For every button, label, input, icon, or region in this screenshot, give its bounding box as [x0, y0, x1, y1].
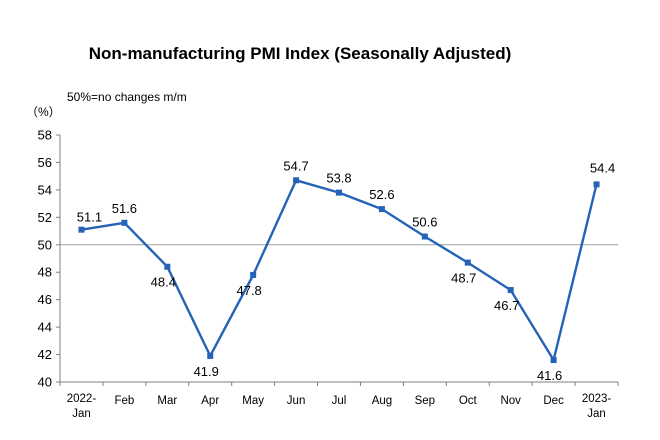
- series-line: [81, 179, 598, 362]
- y-tick-label: 48: [38, 265, 52, 280]
- x-tick-label: Apr: [201, 395, 219, 407]
- chart-title: Non-manufacturing PMI Index (Seasonally …: [88, 44, 512, 63]
- data-point: [293, 177, 300, 184]
- y-tick-label: 50: [38, 237, 52, 252]
- y-tick-label: 46: [38, 292, 52, 307]
- data-label: 54.4: [590, 160, 615, 175]
- data-point: [207, 352, 214, 359]
- reference-note: 50%=no changes m/m: [67, 90, 187, 104]
- data-label: 47.8: [236, 283, 261, 298]
- y-tick-label: 42: [38, 347, 52, 362]
- data-label: 50.6: [412, 215, 437, 230]
- data-point: [507, 287, 514, 294]
- data-label: 41.6: [537, 368, 562, 383]
- data-label: 52.6: [369, 187, 394, 202]
- data-point: [550, 357, 557, 364]
- data-label: 51.6: [112, 201, 137, 216]
- y-tick-label: 40: [38, 375, 52, 390]
- x-tick-label: Oct: [459, 395, 478, 407]
- data-point: [78, 226, 85, 233]
- x-tick-label: Feb: [114, 395, 134, 407]
- data-point: [164, 263, 171, 270]
- x-tick-label: Jun: [287, 395, 306, 407]
- x-tick-label: Sep: [415, 395, 435, 407]
- data-label: 51.1: [77, 210, 102, 225]
- y-tick-label: 44: [38, 320, 52, 335]
- data-label: 46.7: [494, 298, 519, 313]
- x-tick-label: Aug: [372, 395, 392, 407]
- data-point: [336, 189, 342, 196]
- y-tick-label: 54: [38, 182, 52, 197]
- x-tick-label: Jan: [587, 408, 606, 420]
- data-label: 54.7: [283, 158, 308, 173]
- data-point: [121, 219, 128, 226]
- data-label: 48.4: [151, 275, 176, 290]
- y-axis-unit-label: （%）: [26, 105, 61, 119]
- x-tick-label: Jul: [332, 395, 347, 407]
- y-tick-label: 58: [38, 128, 52, 143]
- data-label: 41.9: [194, 364, 219, 379]
- x-tick-label: Nov: [500, 395, 521, 407]
- data-point: [593, 181, 600, 188]
- x-tick-label: Jan: [72, 408, 91, 420]
- data-point: [378, 206, 385, 213]
- data-label: 48.7: [451, 271, 476, 286]
- data-point: [421, 233, 428, 240]
- y-tick-label: 56: [38, 155, 52, 170]
- data-label: 53.8: [326, 171, 351, 186]
- x-tick-label: May: [242, 395, 264, 407]
- data-point: [250, 271, 257, 278]
- x-tick-label: 2023-: [582, 393, 612, 405]
- x-tick-label: Mar: [157, 395, 177, 407]
- x-tick-label: Dec: [543, 395, 564, 407]
- data-point: [464, 259, 471, 266]
- y-tick-label: 52: [38, 210, 52, 225]
- x-tick-label: 2022-: [67, 393, 97, 405]
